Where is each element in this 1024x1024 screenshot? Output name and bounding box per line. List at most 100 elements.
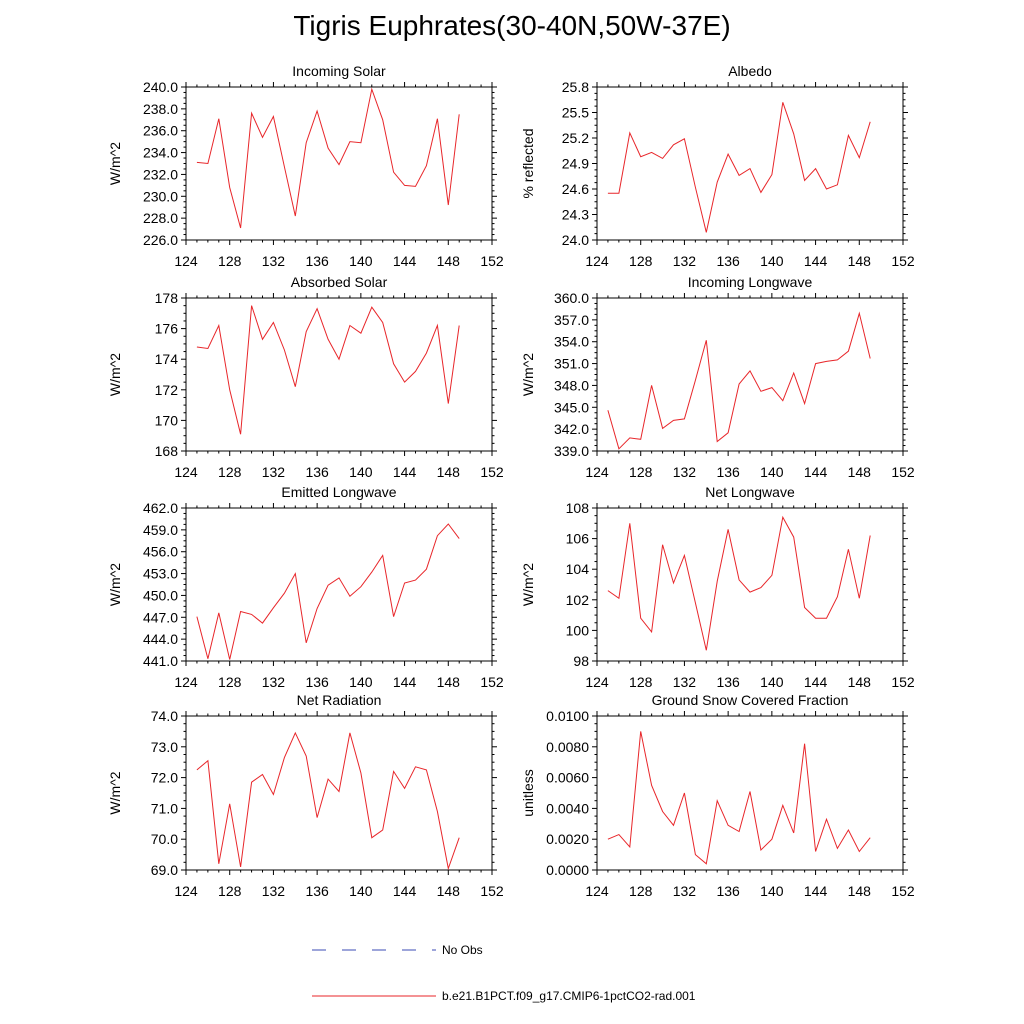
y-tick-label: 0.0000 [546,862,589,878]
y-tick-label: 232.0 [143,166,178,182]
panel-net-radiation: 124 128 132 136 140 144 148 152 69.0 70.0 71.0 72.0… [107,692,504,899]
y-tick-label: 174 [155,351,179,367]
panel-title: Net Longwave [705,484,795,500]
plot-frame [596,507,904,662]
x-tick-label: 128 [629,464,653,480]
y-tick-label: 69.0 [151,862,178,878]
y-tick-label: 459.0 [143,522,178,538]
plot-frame [185,715,493,871]
x-tick-label: 144 [393,674,417,690]
x-tick-label: 144 [393,464,417,480]
y-tick-label: 70.0 [151,831,178,847]
panel-incoming-longwave: 124 128 132 136 140 144 148 152 339.0 342.0 345.0 3… [520,274,915,480]
panel-title: Absorbed Solar [291,274,388,290]
x-tick-label: 128 [629,253,653,269]
y-tick-label: 24.9 [562,156,589,172]
series-line [607,311,871,450]
x-tick-label: 148 [437,253,461,269]
x-tick-label: 152 [480,464,504,480]
x-tick-label: 128 [629,674,653,690]
x-tick-label: 144 [804,464,828,480]
panel-ground-snow-covered-fraction: 124 128 132 136 140 144 148 152 0.0000 0.0020 0.00… [520,692,915,899]
y-tick-label: 178 [155,290,179,306]
panel-net-longwave: 124 128 132 136 140 144 148 152 98 100 102 104 106 10… [520,484,915,690]
x-tick-label: 124 [585,674,609,690]
legend: No Obs b.e21.B1PCT.f09_g17.CMIP6-1pctCO2… [312,943,696,1003]
x-tick-label: 136 [716,674,740,690]
y-tick-label: 172 [155,382,179,398]
x-tick-label: 152 [891,253,915,269]
plot-frame [185,507,493,662]
y-tick-label: 25.8 [562,79,589,95]
x-tick-label: 144 [804,883,828,899]
y-tick-label: 360.0 [554,290,589,306]
y-tick-label: 102 [566,592,590,608]
y-tick-label: 456.0 [143,544,178,560]
x-tick-label: 132 [673,464,697,480]
y-axis-label: W/m^2 [107,353,123,396]
series-line [196,305,460,435]
x-tick-label: 124 [585,464,609,480]
x-tick-label: 148 [437,883,461,899]
x-tick-label: 124 [174,464,198,480]
panel-title: Incoming Solar [292,63,386,79]
y-tick-label: 71.0 [151,800,178,816]
x-tick-label: 136 [716,883,740,899]
x-tick-label: 148 [848,464,872,480]
x-tick-label: 140 [349,674,373,690]
y-tick-label: 0.0080 [546,739,589,755]
x-tick-label: 124 [174,883,198,899]
panel-incoming-solar: 124 128 132 136 140 144 148 152 226.0 228.0 230.0 2… [107,63,504,269]
y-tick-label: 226.0 [143,232,178,248]
figure-title: Tigris Euphrates(30-40N,50W-37E) [293,10,731,41]
series-line [607,102,871,233]
series-line [196,523,460,660]
x-tick-label: 148 [437,464,461,480]
y-tick-label: 228.0 [143,210,178,226]
y-tick-label: 351.0 [554,356,589,372]
x-tick-label: 152 [891,674,915,690]
x-tick-label: 128 [218,883,242,899]
y-tick-label: 170 [155,412,179,428]
y-axis-label: W/m^2 [107,142,123,185]
x-tick-label: 148 [848,253,872,269]
x-tick-label: 124 [585,883,609,899]
x-tick-label: 132 [262,253,286,269]
y-tick-label: 444.0 [143,631,178,647]
x-tick-label: 140 [760,883,784,899]
y-axis-label: W/m^2 [520,563,536,606]
y-tick-label: 24.3 [562,207,589,223]
y-tick-label: 176 [155,321,179,337]
x-tick-label: 140 [349,253,373,269]
panel-title: Ground Snow Covered Fraction [652,692,849,708]
y-tick-label: 25.5 [562,105,589,121]
y-tick-label: 240.0 [143,79,178,95]
panel-albedo: 124 128 132 136 140 144 148 152 24.0 24.3 24.6 24.9… [520,63,915,269]
x-tick-label: 140 [349,883,373,899]
series-line [196,731,460,871]
y-axis-label: W/m^2 [107,771,123,814]
legend-model-label: b.e21.B1PCT.f09_g17.CMIP6-1pctCO2-rad.00… [442,989,696,1003]
x-tick-label: 128 [218,253,242,269]
x-tick-label: 152 [480,253,504,269]
x-tick-label: 128 [218,464,242,480]
series-line [607,515,871,651]
x-tick-label: 152 [480,883,504,899]
y-tick-label: 357.0 [554,312,589,328]
panel-title: Net Radiation [297,692,382,708]
y-axis-label: W/m^2 [107,563,123,606]
x-tick-label: 144 [393,883,417,899]
series-line [607,731,871,865]
panel-title: Incoming Longwave [688,274,813,290]
y-tick-label: 106 [566,531,590,547]
x-tick-label: 140 [760,674,784,690]
series-line [196,87,460,229]
y-tick-label: 72.0 [151,770,178,786]
x-tick-label: 148 [848,883,872,899]
y-tick-label: 345.0 [554,399,589,415]
panel-title: Albedo [728,63,772,79]
x-tick-label: 136 [305,674,329,690]
y-tick-label: 104 [566,561,590,577]
y-axis-label: unitless [520,769,536,816]
y-tick-label: 0.0060 [546,770,589,786]
